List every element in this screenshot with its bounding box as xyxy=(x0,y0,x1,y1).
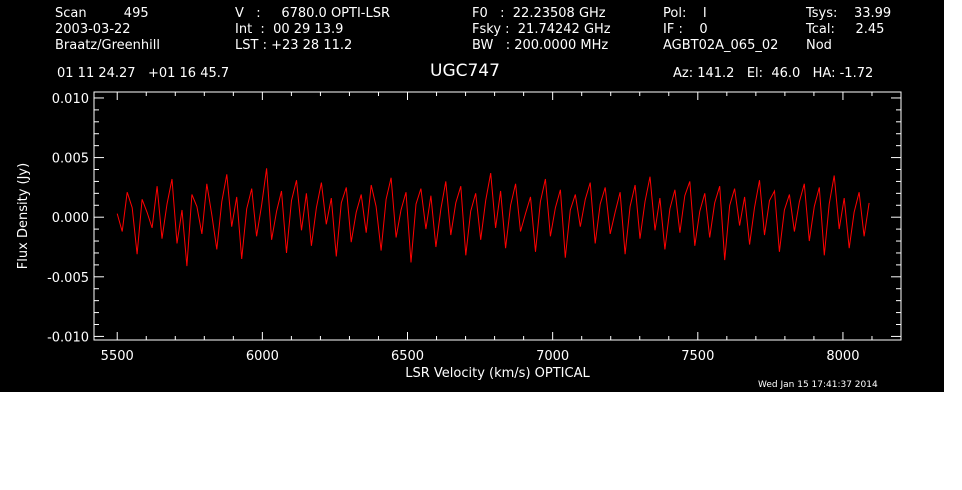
header-lst: LST : +23 28 11.2 xyxy=(235,38,353,53)
header-f0: F0 : 22.23508 GHz xyxy=(472,6,606,21)
y-tick-label: 0.010 xyxy=(52,92,89,107)
header-coords: 01 11 24.27 +01 16 45.7 xyxy=(57,66,230,81)
plot-frame xyxy=(93,91,902,341)
header-observers: Braatz/Greenhill xyxy=(55,38,160,53)
header-tsys: Tsys: 33.99 xyxy=(806,6,892,21)
y-tick-label: -0.005 xyxy=(47,271,89,286)
header-date: 2003-03-22 xyxy=(55,22,131,37)
chart-svg: 5500 6000 6500 7000 7500 8000 -0.010 -0.005 0.00… xyxy=(16,91,902,381)
header-pol: Pol: I xyxy=(663,6,707,21)
header-scan: Scan 495 xyxy=(55,6,149,21)
header-azel: Az: 141.2 El: 46.0 HA: -1.72 xyxy=(673,66,874,81)
x-tick-label: 8000 xyxy=(826,349,859,364)
header-bw: BW : 200.0000 MHz xyxy=(472,38,609,53)
x-tick-label: 6000 xyxy=(246,349,279,364)
y-tick-label: 0.000 xyxy=(52,211,89,226)
y-tick-label: -0.010 xyxy=(47,330,89,345)
header-int: Int : 00 29 13.9 xyxy=(235,22,344,37)
header-project: AGBT02A_065_02 xyxy=(663,38,779,53)
x-tick-label: 5500 xyxy=(101,349,134,364)
spectrum-line xyxy=(116,168,870,267)
header-if: IF : 0 xyxy=(663,22,708,37)
timestamp: Wed Jan 15 17:41:37 2014 xyxy=(758,380,878,390)
header-mode: Nod xyxy=(806,38,832,53)
x-tick-label: 6500 xyxy=(391,349,424,364)
y-tick-label: 0.005 xyxy=(52,152,89,167)
header-tcal: Tcal: 2.45 xyxy=(806,22,885,37)
x-tick-label: 7000 xyxy=(536,349,569,364)
plot-panel xyxy=(0,0,944,392)
header-velocity: V : 6780.0 OPTI-LSR xyxy=(235,6,391,21)
x-tick-label: 7500 xyxy=(681,349,714,364)
x-axis-label: LSR Velocity (km/s) OPTICAL xyxy=(405,366,590,381)
y-axis-label: Flux Density (Jy) xyxy=(16,163,31,269)
chart-title: UGC747 xyxy=(430,61,500,81)
header-fsky: Fsky : 21.74242 GHz xyxy=(472,22,611,37)
